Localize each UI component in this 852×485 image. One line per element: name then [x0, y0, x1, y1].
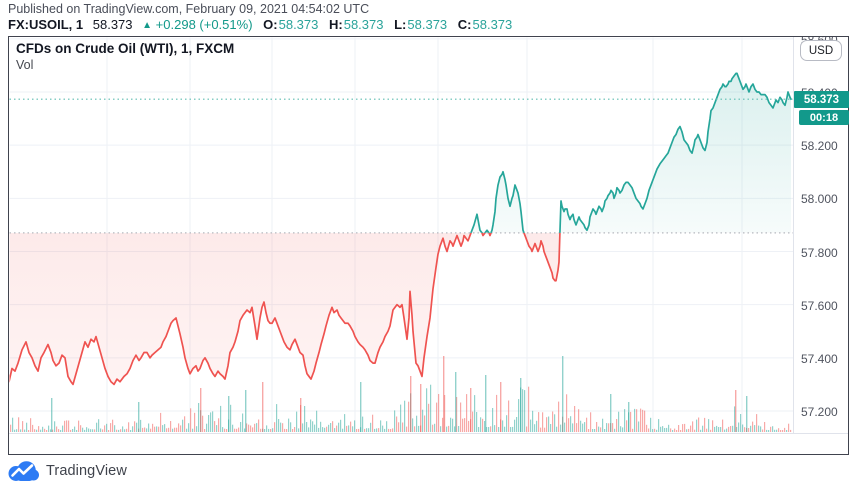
bar-countdown-badge: 00:18 — [799, 110, 849, 125]
close-label: C: — [457, 17, 472, 32]
symbol-name: FX:USOIL, 1 — [8, 17, 84, 32]
change-text: +0.298 (+0.51%) — [155, 17, 253, 32]
price-change: ▲ +0.298 (+0.51%) — [142, 17, 252, 32]
up-arrow-icon: ▲ — [142, 20, 153, 31]
price-axis-label: 57.200 — [801, 405, 838, 419]
high-label: H: — [329, 17, 343, 32]
tradingview-cloud-icon — [8, 461, 39, 481]
price-axis-separator — [793, 37, 794, 433]
tradingview-logo-text: TradingView — [46, 463, 127, 479]
last-price-badge: 58.373 — [794, 91, 849, 108]
close-value: 58.373 — [472, 17, 513, 32]
last-price: 58.373 — [92, 17, 133, 32]
tradingview-logo[interactable]: TradingView — [8, 461, 127, 481]
low-label: L: — [394, 17, 407, 32]
price-axis-label: 58.000 — [801, 192, 838, 207]
price-axis-label: 57.400 — [801, 351, 838, 366]
time-axis-separator — [9, 433, 848, 434]
open-label: O: — [263, 17, 278, 32]
time-axis[interactable]: 803:0006:0009:0012:0015:0018:00903:00 — [9, 37, 848, 454]
price-axis-label: 58.200 — [801, 139, 838, 154]
open-value: 58.373 — [278, 17, 319, 32]
published-caption: Published on TradingView.com, February 0… — [8, 2, 370, 16]
chart-title: CFDs on Crude Oil (WTI), 1, FXCM — [16, 41, 235, 56]
price-axis-label: 57.800 — [801, 245, 838, 260]
currency-toggle-button[interactable]: USD — [800, 40, 842, 61]
price-axis[interactable]: 58.60058.40058.20058.00057.80057.60057.4… — [9, 37, 848, 454]
price-axis-label: 57.600 — [801, 298, 838, 313]
volume-bars — [10, 356, 792, 432]
chart-frame: 58.60058.40058.20058.00057.80057.60057.4… — [8, 36, 849, 455]
low-value: 58.373 — [407, 17, 448, 32]
volume-indicator-label: Vol — [16, 58, 34, 72]
symbol-info-bar: FX:USOIL, 1 58.373 ▲ +0.298 (+0.51%) O:5… — [8, 17, 512, 32]
high-value: 58.373 — [343, 17, 384, 32]
